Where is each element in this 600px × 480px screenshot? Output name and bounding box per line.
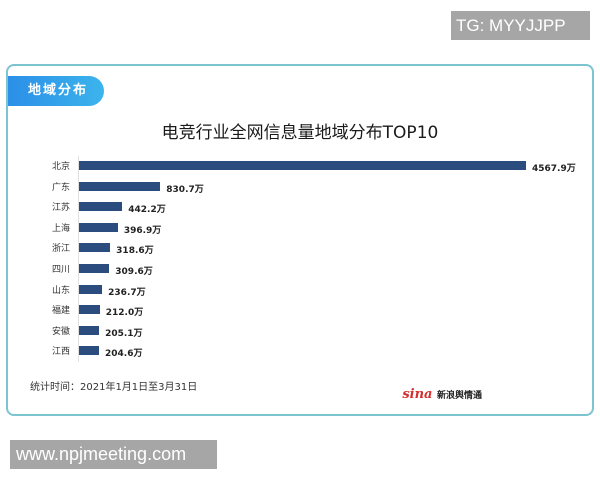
watermark-tg: TG: MYYJJPP	[451, 11, 590, 40]
sina-logo-mark: sina	[402, 387, 433, 402]
bar-row: 安徽 205.1万	[8, 321, 592, 341]
footnote: 统计时间：2021年1月1日至3月31日	[30, 382, 198, 393]
bar	[79, 264, 110, 273]
category-label: 福建	[52, 306, 71, 317]
bar-value-label: 442.2万	[128, 205, 166, 216]
category-label: 安徽	[52, 326, 71, 337]
category-label: 广东	[52, 182, 71, 193]
chart-card: 地域分布 电竞行业全网信息量地域分布TOP10 北京 4567.9万广东 830.7…	[6, 64, 594, 416]
bar	[79, 222, 118, 232]
bar-row: 浙江 318.6万	[8, 238, 592, 258]
bar-value-label: 4567.9万	[532, 164, 576, 174]
sina-logo: sina 新浪舆情通	[402, 387, 482, 402]
bar-value-label: 318.6万	[116, 246, 154, 257]
category-label: 上海	[52, 223, 71, 234]
bar-row: 福建 212.0万	[8, 300, 592, 320]
bar-row: 北京 4567.9万	[8, 156, 592, 176]
bar	[79, 161, 526, 170]
category-label: 四川	[52, 265, 71, 275]
bar-value-label: 830.7万	[166, 184, 204, 195]
bar-row: 广东 830.7万	[8, 177, 592, 197]
bar	[79, 181, 161, 191]
bar	[79, 202, 123, 212]
bar-row: 山东 236.7万	[8, 280, 592, 300]
bar-row: 上海 396.9万	[8, 218, 592, 238]
category-label: 北京	[52, 162, 71, 172]
y-axis-line	[78, 156, 79, 362]
category-label: 江苏	[52, 203, 71, 214]
chart-title: 电竞行业全网信息量地域分布TOP10	[161, 123, 439, 143]
bar-value-label: 212.0万	[105, 308, 144, 319]
watermark-url: www.npjmeeting.com	[10, 440, 217, 469]
bar	[79, 325, 100, 335]
category-label: 江西	[52, 347, 71, 358]
bar-row: 江西 204.6万	[8, 341, 592, 361]
bar-value-label: 205.1万	[105, 328, 143, 339]
bar-value-label: 396.9万	[123, 225, 162, 236]
category-label: 浙江	[52, 244, 71, 255]
bar	[79, 346, 100, 356]
bar-row: 四川 309.6万	[8, 259, 592, 279]
bar	[79, 284, 103, 294]
bar-row: 江苏 442.2万	[8, 197, 592, 217]
bar-value-label: 236.7万	[108, 287, 146, 298]
section-tag: 地域分布	[8, 76, 104, 106]
bar-value-label: 309.6万	[115, 267, 153, 277]
bar	[79, 305, 100, 315]
sina-logo-text: 新浪舆情通	[436, 391, 482, 401]
category-label: 山东	[52, 285, 71, 296]
bar	[79, 243, 111, 253]
bar-value-label: 204.6万	[105, 349, 143, 360]
